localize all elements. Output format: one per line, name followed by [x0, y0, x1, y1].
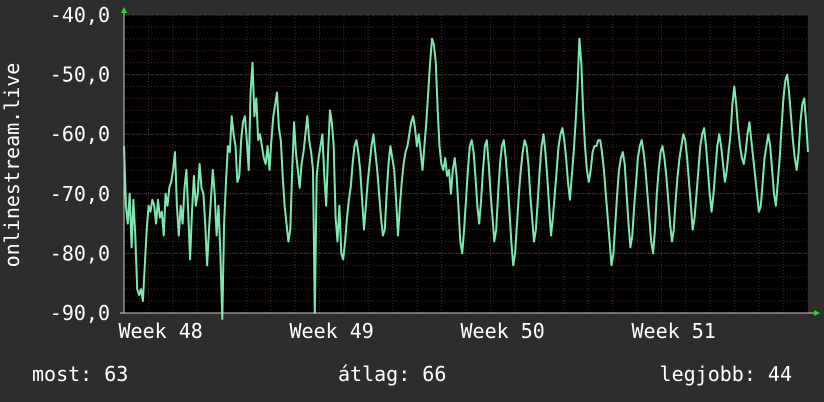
y-tick-label: -80,0 — [50, 241, 110, 265]
y-tick-label: -70,0 — [50, 182, 110, 206]
y-axis-arrow-icon — [121, 7, 127, 13]
y-tick-label: -90,0 — [50, 301, 110, 325]
x-tick-label: Week 51 — [631, 319, 715, 343]
plot-area — [124, 15, 808, 313]
x-tick-label: Week 50 — [460, 319, 544, 343]
x-axis-ticks: Week 48 Week 49 Week 50 Week 51 — [118, 319, 715, 343]
y-tick-label: -40,0 — [50, 3, 110, 27]
y-axis-label: onlinestream.live — [0, 63, 24, 268]
y-tick-label: -60,0 — [50, 122, 110, 146]
stat-current: most: 63 — [32, 362, 129, 386]
x-axis-arrow-icon — [814, 310, 820, 316]
y-axis-ticks: -40,0 -50,0 -60,0 -70,0 -80,0 -90,0 — [50, 3, 110, 325]
series-line — [123, 37, 809, 320]
stat-best: legjobb: 44 — [659, 362, 792, 386]
stat-average: átlag: 66 — [338, 362, 447, 386]
x-tick-label: Week 48 — [118, 319, 202, 343]
x-tick-label: Week 49 — [289, 319, 373, 343]
y-tick-label: -50,0 — [50, 63, 110, 87]
